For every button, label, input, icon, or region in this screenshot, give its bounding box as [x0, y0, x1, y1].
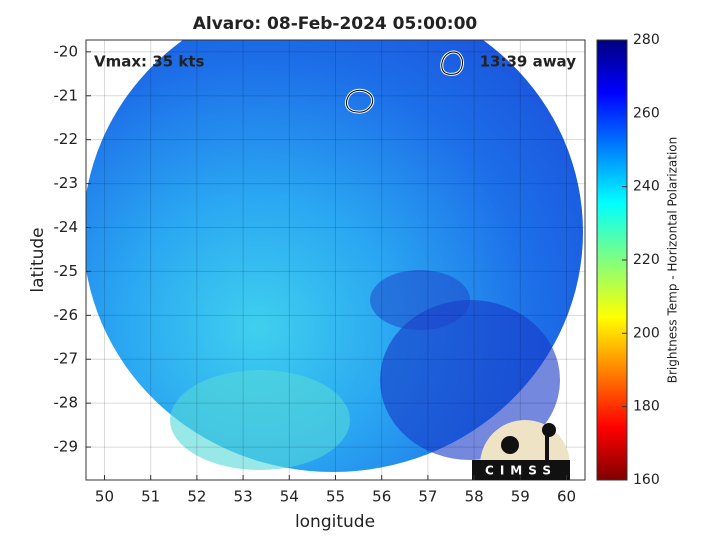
y-tick-label: -20: [54, 42, 79, 60]
x-tick-label: 52: [187, 488, 206, 506]
y-tick-label: -29: [54, 438, 79, 456]
y-tick-label: -26: [54, 306, 79, 324]
colorbar-tick-label: 220: [633, 252, 660, 268]
colorbar-tick-label: 200: [633, 325, 660, 341]
logo: CIMSS: [472, 420, 570, 480]
chart-title: Alvaro: 08-Feb-2024 05:00:00: [193, 14, 478, 34]
cold-patch: [380, 300, 560, 460]
x-tick-label: 55: [326, 488, 345, 506]
x-tick-label: 57: [418, 488, 437, 506]
x-tick-label: 56: [372, 488, 391, 506]
y-tick-label: -28: [54, 394, 79, 412]
x-tick-label: 53: [234, 488, 253, 506]
annotation: 13:39 away: [480, 53, 577, 71]
image-field: [86, 40, 583, 472]
grid: [86, 40, 585, 480]
x-tick-label: 58: [465, 488, 484, 506]
logo-tank: [542, 423, 556, 437]
colorbar-tick-label: 160: [633, 472, 660, 488]
contour: [345, 89, 374, 113]
annotation: Vmax: 35 kts: [94, 53, 204, 71]
y-tick-label: -22: [54, 130, 79, 148]
x-tick-label: 51: [141, 488, 160, 506]
colorbar-tick-label: 280: [633, 32, 660, 48]
colorbar-tick-label: 240: [633, 179, 660, 195]
logo-dish: [501, 436, 519, 454]
x-tick-label: 60: [557, 488, 576, 506]
y-tick-label: -21: [54, 86, 79, 104]
logo-text: CIMSS: [485, 464, 557, 478]
y-axis-label: latitude: [28, 227, 48, 292]
x-tick-label: 54: [280, 488, 299, 506]
y-tick-label: -25: [54, 262, 79, 280]
contour: [441, 51, 463, 75]
cold-patch: [370, 270, 470, 330]
colorbar-tick-label: 260: [633, 105, 660, 121]
x-tick-label: 50: [95, 488, 114, 506]
logo-base: [472, 460, 570, 480]
y-tick-label: -23: [54, 174, 79, 192]
y-tick-label: -24: [54, 218, 79, 236]
colorbar-tick-label: 180: [633, 399, 660, 415]
x-axis-label: longitude: [295, 512, 375, 532]
colorbar-label: Brightness Temp - Horizontal Polarizatio…: [666, 137, 680, 384]
warm-patch: [170, 370, 350, 470]
y-tick-label: -27: [54, 350, 79, 368]
x-tick-label: 59: [511, 488, 530, 506]
logo-tower: [545, 435, 549, 461]
